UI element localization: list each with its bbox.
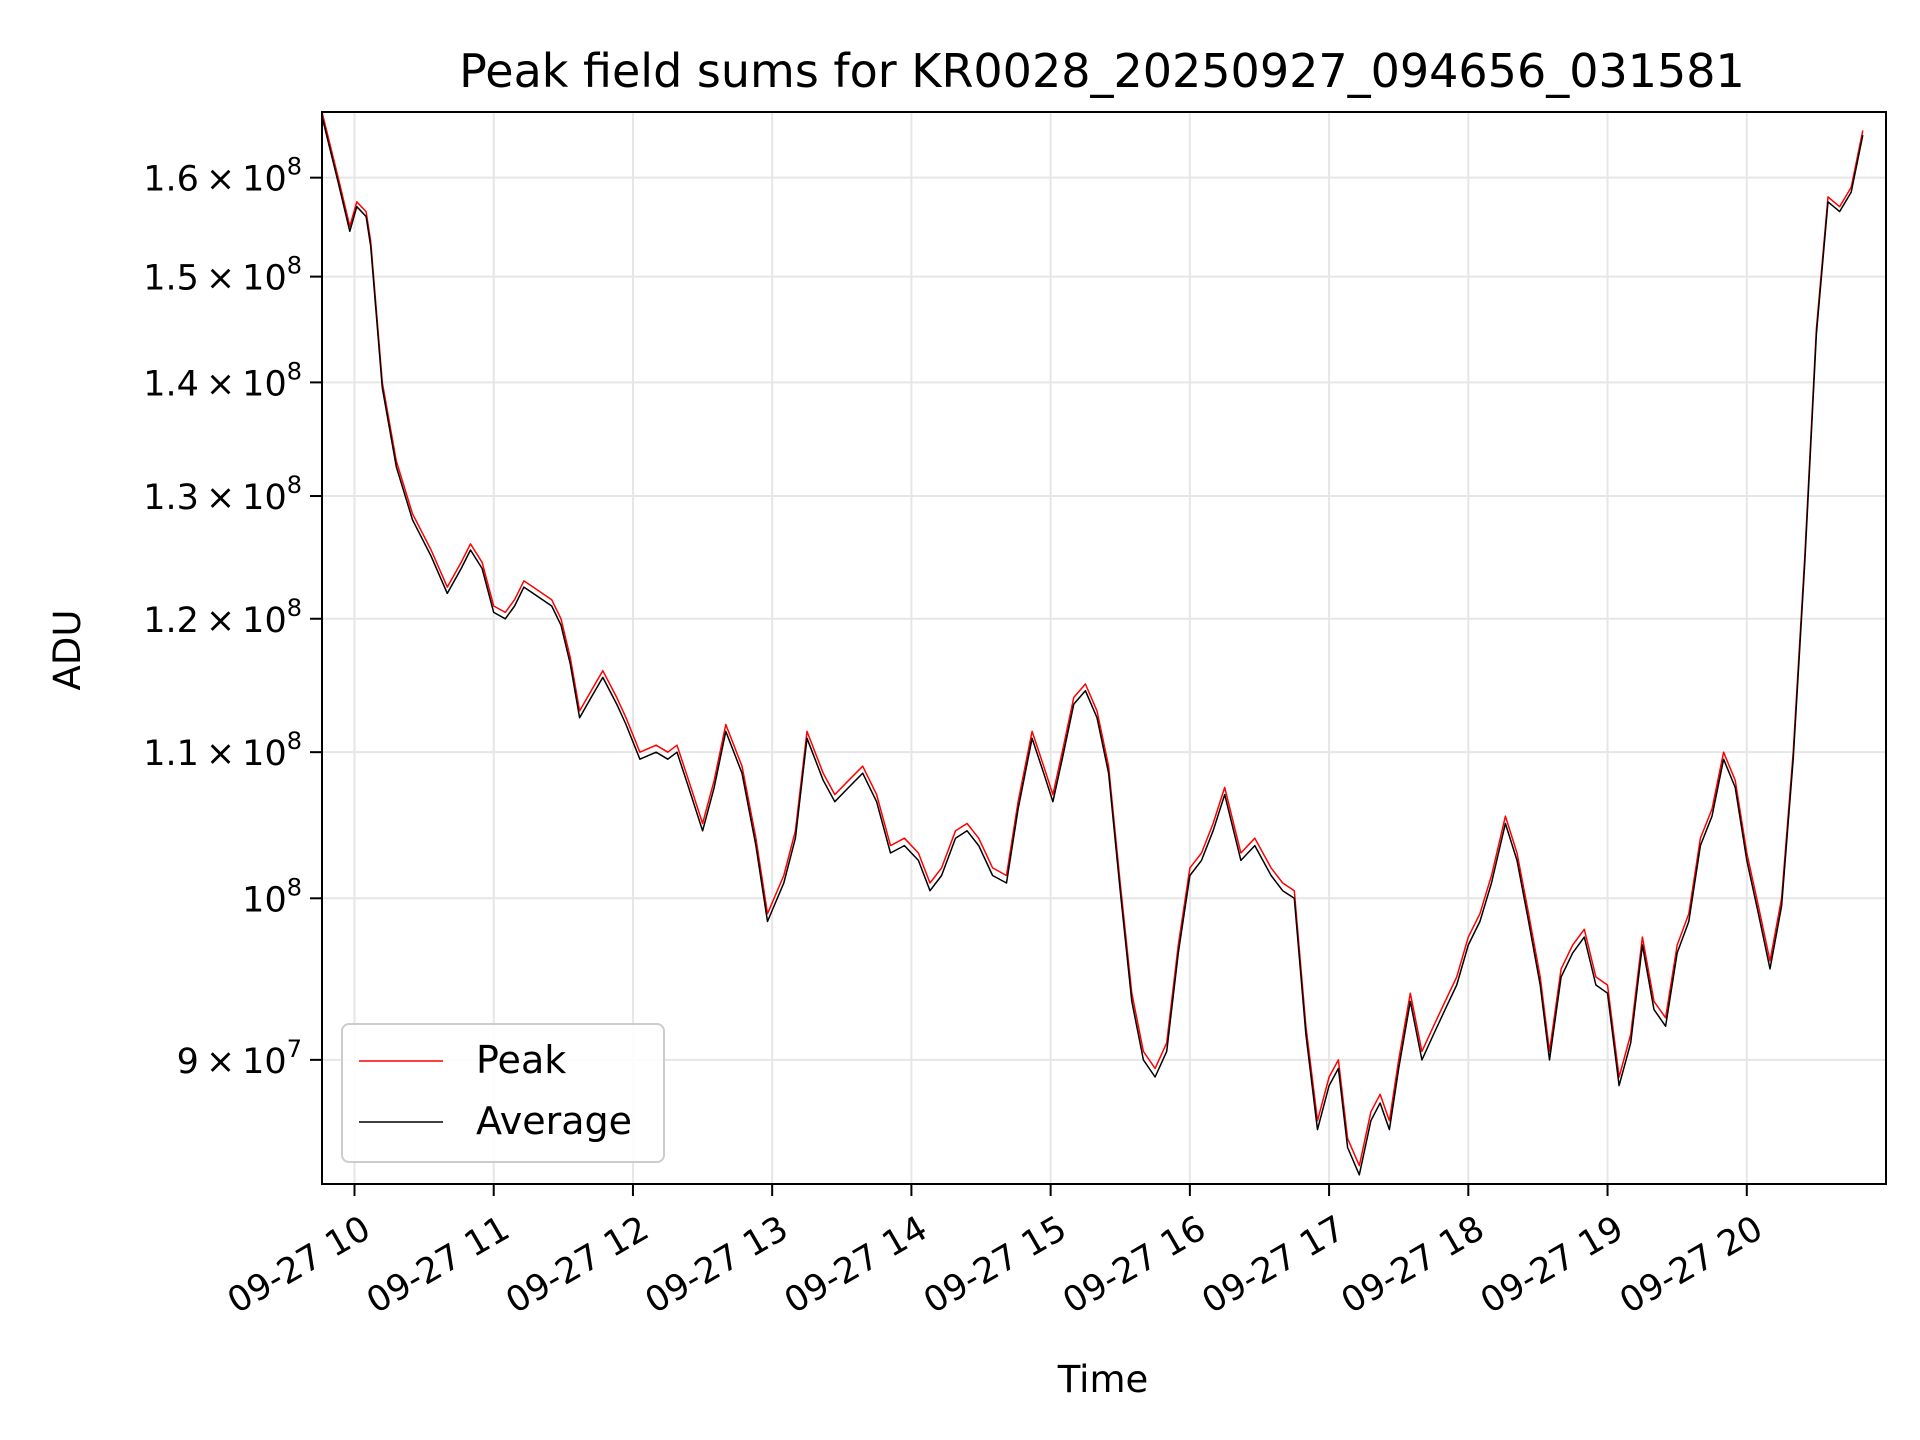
- legend-box: [341, 1023, 665, 1163]
- y-tick-exponent: 8: [287, 357, 302, 385]
- y-tick-mantissa: 1.3 × 10: [143, 478, 287, 518]
- y-tick-mantissa: 1.6 × 10: [143, 160, 287, 200]
- y-tick-exponent: 8: [287, 873, 302, 901]
- chart-title: Peak field sums for KR0028_20250927_0946…: [459, 44, 1745, 98]
- x-axis-label: Time: [1057, 1358, 1149, 1401]
- legend: Peak Average: [341, 1023, 665, 1163]
- legend-label-average: Average: [476, 1099, 632, 1143]
- y-tick-label: 1.4 × 108: [143, 357, 302, 404]
- y-tick-mantissa: 1.4 × 10: [143, 364, 287, 404]
- legend-label-peak: Peak: [476, 1038, 566, 1082]
- y-tick-label: 9 × 107: [177, 1035, 302, 1082]
- y-axis-label: ADU: [46, 610, 89, 691]
- y-tick-mantissa: 1.5 × 10: [143, 259, 287, 299]
- y-tick-label: 1.6 × 108: [143, 153, 302, 200]
- y-tick-exponent: 8: [287, 727, 302, 755]
- plot-frame: [321, 111, 1887, 1185]
- y-tick-label: 108: [242, 873, 302, 920]
- y-tick-exponent: 8: [287, 153, 302, 181]
- plot-lines: [321, 111, 1864, 1176]
- y-tick-mantissa: 10: [242, 880, 287, 920]
- y-tick-label: 1.3 × 108: [143, 471, 302, 518]
- y-tick-label: 1.2 × 108: [143, 594, 302, 641]
- y-tick-mantissa: 1.2 × 10: [143, 601, 287, 641]
- y-tick-exponent: 8: [287, 471, 302, 499]
- y-tick-exponent: 7: [287, 1035, 302, 1063]
- y-tick-mantissa: 1.1 × 10: [143, 734, 287, 774]
- y-tick-label: 1.5 × 108: [143, 252, 302, 299]
- y-tick-exponent: 8: [287, 594, 302, 622]
- y-tick-label: 1.1 × 108: [143, 727, 302, 774]
- series-line-average: [321, 116, 1864, 1176]
- y-tick-exponent: 8: [287, 252, 302, 280]
- y-tick-mantissa: 9 × 10: [177, 1042, 287, 1082]
